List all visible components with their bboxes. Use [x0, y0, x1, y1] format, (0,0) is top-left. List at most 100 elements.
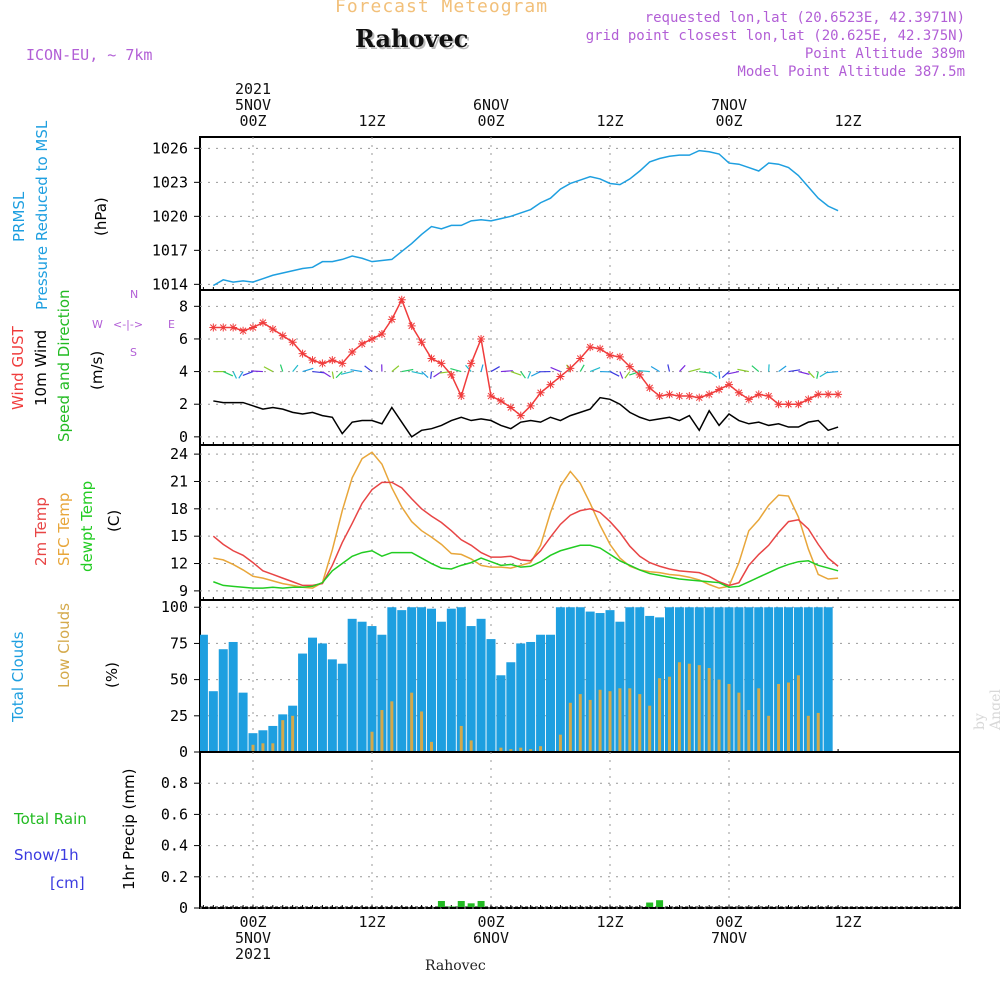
low-cloud-bar	[618, 688, 622, 751]
gust-line-marker	[338, 359, 347, 368]
gust-line-marker	[665, 390, 674, 399]
wind-arrow	[629, 371, 640, 376]
top-times-label: 12Z	[808, 113, 888, 129]
temperature-ytick-label: 9	[179, 582, 188, 600]
total-cloud-bar	[615, 621, 625, 751]
point-altitude: Point Altitude 389m	[804, 46, 965, 62]
pressure-ytick-label: 1014	[152, 275, 188, 293]
low-cloud-bar	[380, 710, 384, 751]
wind-arrow	[331, 371, 335, 379]
total-cloud-bar	[823, 607, 833, 751]
low-cloud-bar	[717, 679, 721, 751]
dewpt-line	[213, 544, 839, 589]
wind-arrow	[816, 371, 819, 379]
time-label-line: 2021	[234, 80, 272, 98]
wind-arrow	[401, 368, 414, 373]
low-cloud-bar	[390, 701, 394, 751]
temperature-ytick-label: 12	[170, 555, 188, 573]
grid-coords: grid point closest lon,lat (20.625E, 42.…	[585, 28, 965, 44]
gust-line-marker	[655, 392, 664, 401]
pressure-ytick-label: 1023	[152, 173, 188, 191]
wind-arrow	[340, 370, 353, 375]
time-label-line: 5NOV	[234, 929, 272, 947]
wind-arrow	[807, 371, 815, 379]
wind-arrow	[527, 371, 532, 379]
clouds-ytick-label: 0	[179, 743, 188, 761]
total-cloud-bar	[565, 607, 575, 751]
low-cloud-bar	[806, 715, 810, 751]
temperature-ytick-label: 24	[170, 445, 188, 463]
low-cloud-bar	[529, 749, 533, 751]
gust-line-marker	[734, 388, 743, 397]
compass-e: E	[168, 318, 175, 331]
total-cloud-bar	[734, 607, 744, 751]
low-cloud-bar	[677, 662, 681, 751]
time-label-line: 12Z	[596, 112, 624, 130]
gust-line-marker	[328, 356, 337, 365]
wind-arrow	[737, 368, 749, 373]
gust-line-marker	[615, 352, 624, 361]
time-label-line: 12Z	[834, 112, 862, 130]
total-cloud-bar	[803, 607, 813, 751]
time-label-line: 00Z	[239, 913, 267, 931]
wind-arrow	[650, 365, 660, 373]
low-cloud-bar	[251, 744, 255, 751]
low-cloud-bar	[588, 699, 592, 751]
precip-ytick-label: 0.8	[161, 774, 188, 792]
wind-arrow	[826, 370, 839, 374]
rain-bar	[457, 900, 465, 907]
gust-line-marker	[288, 338, 297, 347]
total-cloud-bar	[317, 643, 327, 751]
precip-ytick-label: 0.2	[161, 868, 188, 886]
time-label-line: 7NOV	[710, 929, 748, 947]
rain-bar	[447, 906, 455, 907]
total-cloud-bar	[813, 607, 823, 751]
bottom-times-label: 12Z	[570, 914, 650, 930]
snow-unit-label: [cm]	[50, 874, 85, 892]
low-cloud-bar	[519, 747, 523, 751]
wind-arrow	[718, 371, 721, 379]
bottom-times-label: 00Z 6NOV	[451, 914, 531, 946]
total-cloud-bar	[298, 653, 308, 751]
gust-line-marker	[566, 364, 575, 373]
total-cloud-bar	[357, 621, 367, 751]
total-cloud-bar	[575, 607, 585, 751]
wind-arrow	[242, 371, 254, 376]
snow-label: Snow/1h	[14, 846, 79, 864]
total-cloud-bar	[208, 691, 218, 751]
pressure-line	[212, 149, 839, 287]
total-cloud-bar	[268, 725, 278, 751]
gust-line-marker	[348, 348, 357, 356]
time-label-line: 00Z	[715, 913, 743, 931]
gust-line-marker	[318, 359, 327, 368]
gust-line-marker	[437, 359, 446, 368]
model-label: ICON-EU, ~ 7km	[26, 46, 153, 64]
gust-line-marker	[645, 383, 654, 392]
gust-line-marker	[239, 326, 248, 335]
wind-arrow	[312, 370, 325, 374]
low-cloud-bar	[697, 665, 701, 751]
gust-line-marker	[308, 356, 317, 365]
clouds-ytick-label: 50	[170, 671, 188, 689]
gust-line-marker	[407, 321, 416, 330]
temperature-ytick-label: 15	[170, 527, 188, 545]
total-cloud-bar	[466, 626, 476, 751]
gust-line-marker	[278, 331, 287, 340]
total-cloud-bar	[555, 607, 565, 751]
wind-arrow	[450, 367, 462, 373]
wind-ytick-label: 8	[179, 297, 188, 315]
wind-arrow	[637, 369, 650, 373]
bottom-times-label: 00Z 5NOV 2021	[213, 914, 293, 962]
wind-arrow	[411, 370, 424, 375]
gust-line-marker	[268, 325, 277, 334]
total-cloud-bar	[327, 659, 337, 751]
time-label-line: 12Z	[834, 913, 862, 931]
wind-arrow	[263, 366, 274, 373]
compass-ew-arrows: <-|->	[113, 318, 144, 331]
time-label-line: 00Z	[239, 112, 267, 130]
wind-arrow	[667, 364, 671, 372]
total-cloud-bar	[496, 675, 506, 751]
low-cloud-bar	[598, 689, 602, 751]
low-cloud-bar	[281, 720, 285, 751]
